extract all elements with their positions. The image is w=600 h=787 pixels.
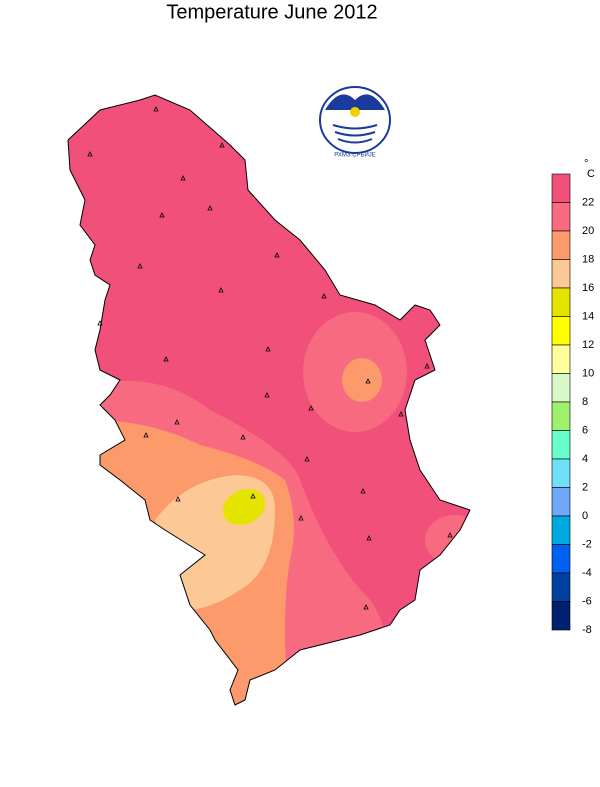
legend-label: -2 bbox=[582, 538, 592, 550]
legend-label: -6 bbox=[582, 595, 592, 607]
stations bbox=[87, 106, 453, 610]
legend-swatch bbox=[551, 487, 571, 517]
logo: РХМЗ СРБИЈЕ bbox=[319, 86, 391, 159]
legend-swatch bbox=[551, 287, 571, 317]
legend-swatch bbox=[551, 373, 571, 403]
legend-swatch bbox=[551, 572, 571, 602]
title: Temperature June 2012 bbox=[166, 1, 377, 23]
legend-swatch bbox=[551, 515, 571, 545]
logo-text: РХМЗ СРБИЈЕ bbox=[334, 153, 376, 159]
legend-label: 6 bbox=[582, 424, 588, 436]
legend-swatch bbox=[551, 544, 571, 574]
legend-label: 16 bbox=[582, 282, 594, 294]
legend-label: 8 bbox=[582, 396, 588, 408]
legend-label: -4 bbox=[582, 567, 592, 579]
legend-label: 20 bbox=[582, 225, 594, 237]
legend-swatch bbox=[551, 401, 571, 431]
legend-label: 10 bbox=[582, 367, 594, 379]
legend-unit: C bbox=[587, 168, 595, 180]
legend-swatch bbox=[551, 230, 571, 260]
temperature-zone bbox=[425, 515, 470, 565]
legend-swatch bbox=[551, 202, 571, 232]
legend-label: 18 bbox=[582, 253, 594, 265]
temperature-zone bbox=[342, 358, 382, 402]
map bbox=[68, 95, 470, 705]
legend-swatch bbox=[551, 601, 571, 631]
legend-label: 4 bbox=[582, 453, 588, 465]
legend-swatch bbox=[551, 316, 571, 346]
legend-label: 2 bbox=[582, 481, 588, 493]
legend-label: 22 bbox=[582, 196, 594, 208]
legend-label: 12 bbox=[582, 339, 594, 351]
legend-label: -8 bbox=[582, 624, 592, 636]
legend-swatch bbox=[551, 173, 571, 203]
legend-swatch bbox=[551, 430, 571, 460]
legend-label: 0 bbox=[582, 510, 588, 522]
legend-swatch bbox=[551, 259, 571, 289]
legend-unit: ° bbox=[584, 158, 588, 170]
legend-label: 14 bbox=[582, 310, 594, 322]
legend-swatch bbox=[551, 344, 571, 374]
legend-swatch bbox=[551, 458, 571, 488]
